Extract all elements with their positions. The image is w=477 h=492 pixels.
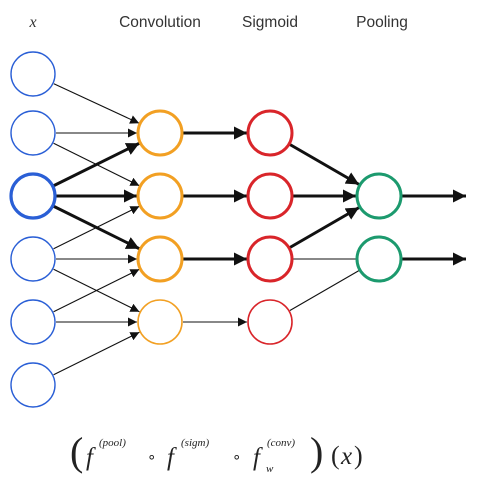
formula-arg-open-paren: ( <box>331 441 340 470</box>
edge-sigmoid-1-to-pooling-1 <box>289 143 360 186</box>
convolution-node-2 <box>136 172 184 220</box>
header-input: x <box>28 14 36 31</box>
header-convolution: Convolution <box>119 14 201 31</box>
formula-arg-close-paren: ) <box>354 441 363 470</box>
formula: ( f (pool) ∘ f (sigm) ∘ f (conv) w ) ( x… <box>70 429 363 475</box>
sigmoid-node-3 <box>246 235 294 283</box>
formula-close-paren: ) <box>310 429 323 474</box>
formula-compose-op-2: ∘ <box>232 448 241 466</box>
input-node-2 <box>10 110 56 156</box>
convolution-node-4 <box>137 299 183 345</box>
formula-conv-f: f <box>253 444 263 471</box>
formula-sigm-f: f <box>167 444 177 471</box>
formula-conv-superscript: (conv) <box>267 437 295 449</box>
edge-input-4-to-convolution-2 <box>53 205 140 250</box>
edge-sigmoid-4-to-pooling-2 <box>289 269 361 311</box>
sigmoid-node-4 <box>247 299 293 345</box>
sigmoid-node-1 <box>246 109 294 157</box>
convolution-node-1 <box>136 109 184 157</box>
nodes-layer <box>9 51 403 408</box>
edge-input-1-to-convolution-1 <box>53 83 140 124</box>
formula-pool-f: f <box>86 444 96 471</box>
edge-input-3-to-convolution-1 <box>52 141 141 188</box>
formula-compose-op-1: ∘ <box>147 448 156 466</box>
edge-input-5-to-convolution-3 <box>53 268 140 313</box>
pooling-node-2 <box>355 235 403 283</box>
edge-sigmoid-3-to-pooling-1 <box>289 206 360 249</box>
input-node-6 <box>10 362 56 408</box>
pooling-node-1 <box>355 172 403 220</box>
convolution-node-3 <box>136 235 184 283</box>
input-node-3 <box>9 172 57 220</box>
formula-arg: x <box>340 443 352 470</box>
sigmoid-node-2 <box>246 172 294 220</box>
header-sigmoid: Sigmoid <box>242 14 298 31</box>
formula-conv-subscript: w <box>266 463 274 475</box>
edge-input-6-to-convolution-4 <box>53 331 140 376</box>
formula-sigm-superscript: (sigm) <box>181 437 209 449</box>
formula-pool-superscript: (pool) <box>99 437 126 449</box>
formula-open-paren: ( <box>70 429 83 474</box>
input-node-1 <box>10 51 56 97</box>
input-node-5 <box>10 299 56 345</box>
header-pooling: Pooling <box>356 14 408 31</box>
connections-layer <box>52 83 466 376</box>
input-node-4 <box>10 236 56 282</box>
